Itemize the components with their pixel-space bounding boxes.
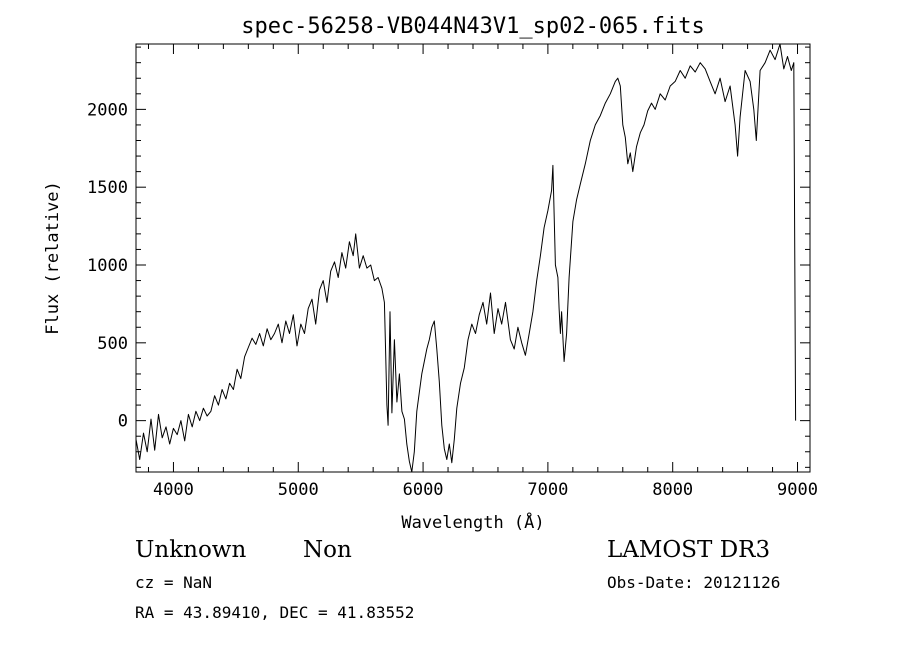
- spectrum-line: [135, 43, 797, 473]
- redshift-text: cz = NaN: [135, 573, 213, 592]
- chart-title: spec-56258-VB044N43V1_sp02-065.fits: [241, 14, 705, 39]
- y-tick-label: 0: [118, 412, 128, 432]
- x-tick-label: 6000: [403, 480, 444, 500]
- coordinates-text: RA = 43.89410, DEC = 41.83552: [135, 603, 415, 622]
- object-subclass: Non: [303, 537, 352, 563]
- x-tick-label: 5000: [278, 480, 319, 500]
- plot-frame: [135, 43, 811, 473]
- axis-ticks: [136, 44, 810, 472]
- x-tick-label: 4000: [153, 480, 194, 500]
- x-tick-label: 8000: [652, 480, 693, 500]
- axis-tick-labels: 4000 5000 6000 7000 8000 9000 0 500 1000 1500 2000: [87, 100, 818, 500]
- x-axis-label: Wavelength (Å): [401, 511, 544, 533]
- x-tick-label: 9000: [777, 480, 818, 500]
- y-tick-label: 1000: [87, 256, 128, 276]
- y-axis-label: Flux (relative): [43, 181, 63, 335]
- object-class: Unknown: [135, 537, 247, 563]
- y-tick-label: 500: [97, 334, 128, 354]
- survey-name: LAMOST DR3: [607, 537, 771, 563]
- x-tick-label: 7000: [527, 480, 568, 500]
- spectrum-series: [135, 43, 797, 473]
- obs-date-text: Obs-Date: 20121126: [607, 573, 781, 592]
- y-tick-label: 1500: [87, 178, 128, 198]
- y-tick-label: 2000: [87, 100, 128, 120]
